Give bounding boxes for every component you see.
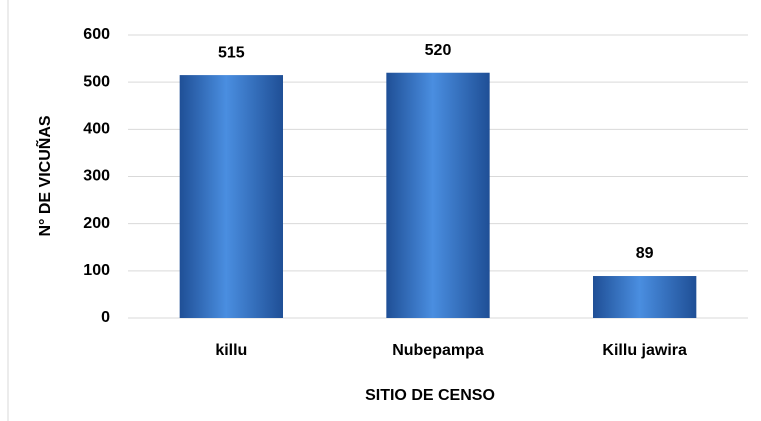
y-tick-label: 0 [101,309,110,326]
data-label: 520 [425,42,452,59]
y-axis-label: N° DE VICUÑAS [34,115,54,236]
bar [386,72,490,318]
y-tick-label: 600 [83,26,110,43]
data-label: 89 [636,245,654,262]
y-tick-label: 400 [83,121,110,138]
bar [179,75,283,318]
x-axis-label: SITIO DE CENSO [365,387,495,404]
y-tick-label: 100 [83,262,110,279]
y-tick-label: 200 [83,215,110,232]
data-label: 515 [218,44,245,61]
x-tick-label: Killu jawira [602,342,687,359]
y-tick-label: 300 [83,168,110,185]
x-tick-label: killu [215,342,247,359]
y-tick-label: 500 [83,73,110,90]
bar [593,276,697,318]
x-tick-label: Nubepampa [392,342,484,359]
